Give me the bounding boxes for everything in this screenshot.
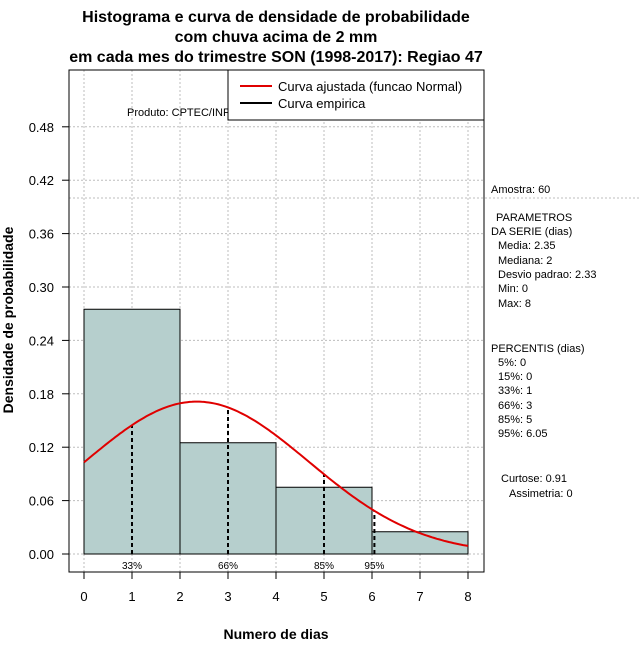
histogram-bar xyxy=(275,486,373,555)
stat-sample: Amostra: 60 xyxy=(491,184,550,196)
percentile-lines-layer: 33% 66% 85% 95% xyxy=(122,407,385,572)
y-tick-label: 0.12 xyxy=(29,440,54,455)
y-tick-label: 0.18 xyxy=(29,387,54,402)
stat-p66: 66%: 3 xyxy=(498,400,532,412)
stat-p33: 33%: 1 xyxy=(498,385,532,397)
stats-panel: Amostra: 60 PARAMETROS DA SERIE (dias) M… xyxy=(491,184,596,500)
y-tick-label: 0.30 xyxy=(29,280,54,295)
stat-mediana: Mediana: 2 xyxy=(498,255,552,267)
y-tick-label: 0.06 xyxy=(29,494,54,509)
stat-curtose: Curtose: 0.91 xyxy=(501,473,567,485)
stat-media: Media: 2.35 xyxy=(498,240,555,252)
bars-layer xyxy=(83,308,469,555)
x-axis-title: Numero de dias xyxy=(223,626,328,642)
y-tick-label: 0.24 xyxy=(29,333,54,348)
x-tick-label: 3 xyxy=(224,589,231,604)
fitted-normal-curve xyxy=(83,400,469,547)
stat-p85: 85%: 5 xyxy=(498,414,532,426)
histogram-bar xyxy=(371,531,469,555)
x-tick-label: 4 xyxy=(272,589,279,604)
x-tick-label: 1 xyxy=(128,589,135,604)
stat-p95: 95%: 6.05 xyxy=(498,428,548,440)
chart-title-line-1: Histograma e curva de densidade de proba… xyxy=(82,9,470,26)
y-axis-title: Densidade de probabilidade xyxy=(0,226,16,413)
stat-p5: 5%: 0 xyxy=(498,357,526,369)
legend: Curva ajustada (funcao Normal) Curva emp… xyxy=(227,69,485,121)
percentile-label: 33% xyxy=(122,561,142,572)
stat-params-title-2: DA SERIE (dias) xyxy=(491,226,572,238)
stat-max: Max: 8 xyxy=(498,298,531,310)
stat-min: Min: 0 xyxy=(498,283,528,295)
x-tick-label: 6 xyxy=(368,589,375,604)
percentile-label: 66% xyxy=(218,561,238,572)
x-tick-label: 2 xyxy=(176,589,183,604)
stat-assimetria: Assimetria: 0 xyxy=(509,488,573,500)
x-tick-label: 7 xyxy=(416,589,423,604)
x-tick-label: 0 xyxy=(80,589,87,604)
x-tick-label: 8 xyxy=(464,589,471,604)
stat-percentis-title: PERCENTIS (dias) xyxy=(491,343,585,355)
y-tick-label: 0.00 xyxy=(29,547,54,562)
x-tick-label: 5 xyxy=(320,589,327,604)
percentile-label: 85% xyxy=(314,561,334,572)
stat-desvio: Desvio padrao: 2.33 xyxy=(498,269,596,281)
chart-title-line-2: com chuva acima de 2 mm xyxy=(175,29,378,46)
legend-box xyxy=(227,69,485,121)
watermark-text: Produto: CPTEC/INPE xyxy=(127,107,238,119)
percentile-label: 95% xyxy=(364,561,384,572)
legend-fitted-label: Curva ajustada (funcao Normal) xyxy=(278,79,462,94)
y-tick-label: 0.48 xyxy=(29,120,54,135)
y-tick-label: 0.36 xyxy=(29,227,54,242)
stat-p15: 15%: 0 xyxy=(498,371,532,383)
y-tick-label: 0.42 xyxy=(29,173,54,188)
chart-title-line-3: em cada mes do trimestre SON (1998-2017)… xyxy=(69,49,483,66)
stat-params-title-1: PARAMETROS xyxy=(496,212,572,224)
legend-empirical-label: Curva empirica xyxy=(278,96,366,111)
